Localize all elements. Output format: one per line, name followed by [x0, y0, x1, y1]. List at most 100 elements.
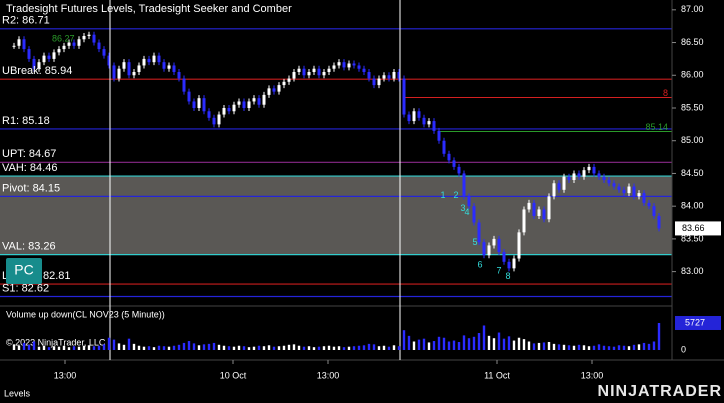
candle-body	[607, 179, 611, 184]
volume-bar	[527, 341, 531, 350]
candle-body	[27, 49, 31, 59]
volume-bar	[522, 339, 526, 350]
pc-button-bg[interactable]	[6, 258, 42, 284]
candle-body	[197, 98, 201, 108]
pc-button-label[interactable]: PC	[14, 262, 33, 278]
x-tick-label: 10 Oct	[220, 370, 247, 380]
volume-bar	[647, 343, 651, 350]
volume-bar	[277, 346, 281, 350]
volume-bar	[377, 346, 381, 350]
volume-bar	[287, 344, 291, 350]
candle-body	[337, 62, 341, 66]
volume-bar	[292, 344, 296, 350]
volume-bar	[282, 345, 286, 350]
candle-body	[587, 166, 591, 171]
volume-bar	[187, 341, 191, 350]
side-line-label: 85.14	[645, 122, 668, 132]
volume-bar	[507, 336, 511, 350]
candle-body	[352, 63, 356, 66]
candle-body	[22, 39, 26, 50]
volume-bar	[467, 338, 471, 350]
volume-bar	[117, 343, 121, 350]
candle-body	[647, 202, 651, 207]
volume-bar	[412, 341, 416, 350]
volume-bar	[622, 345, 626, 350]
volume-bar	[167, 346, 171, 350]
volume-bar	[322, 346, 326, 350]
volume-bar	[337, 346, 341, 350]
volume-bar	[122, 344, 126, 350]
pc-button[interactable]: PC	[6, 258, 42, 284]
volume-bar	[127, 338, 131, 350]
candle-body	[142, 58, 146, 66]
candle-body	[387, 75, 391, 79]
candle-body	[612, 183, 616, 187]
candle-body	[82, 35, 86, 40]
volume-bar	[217, 344, 221, 350]
candle-body	[572, 173, 576, 180]
volume-bar	[417, 339, 421, 350]
volume-bar	[87, 345, 91, 350]
candle-body	[632, 186, 636, 197]
candle-body	[502, 251, 506, 262]
volume-bar	[487, 335, 491, 350]
volume-bar	[562, 344, 566, 350]
volume-bar	[107, 337, 111, 350]
volume-bar	[547, 341, 551, 350]
candle-body	[222, 107, 226, 115]
counter-label: 4	[464, 207, 469, 217]
volume-bar	[642, 342, 646, 350]
volume-bar	[532, 343, 536, 350]
candle-body	[202, 98, 206, 112]
counter-label: 3	[460, 203, 465, 213]
candle-body	[302, 68, 306, 76]
y-tick-label: 85.50	[681, 102, 704, 112]
candle-body	[652, 206, 656, 216]
candle-body	[547, 196, 551, 220]
volume-bar	[627, 346, 631, 350]
candle-body	[272, 88, 276, 92]
last-volume-box	[675, 315, 721, 330]
volume-tick-label: 0	[681, 344, 686, 354]
volume-bar	[497, 332, 501, 350]
volume-bar	[387, 346, 391, 350]
candle-body	[427, 121, 431, 125]
volume-bar	[232, 346, 236, 350]
annotation: 86.27	[52, 34, 75, 44]
volume-bar	[252, 346, 256, 350]
volume-bar	[147, 346, 151, 350]
candle-body	[277, 85, 281, 92]
y-tick-label: 87.00	[681, 4, 704, 14]
candle-body	[477, 222, 481, 243]
volume-bar	[342, 347, 346, 350]
last-price-label: 83.66	[682, 223, 705, 233]
candle-body	[347, 63, 351, 68]
candle-body	[642, 193, 646, 203]
volume-bar	[302, 346, 306, 350]
volume-bar	[397, 346, 401, 350]
volume-bar	[177, 344, 181, 350]
candle-body	[167, 65, 171, 69]
volume-bar	[517, 337, 521, 350]
candle-body	[77, 39, 81, 46]
candle-body	[432, 121, 436, 131]
candle-body	[492, 238, 496, 246]
candle-body	[257, 98, 261, 105]
candle-body	[287, 78, 291, 82]
volume-bar	[162, 346, 166, 350]
level-label: R2: 86.71	[2, 15, 50, 27]
candle-body	[232, 104, 236, 112]
candle-body	[372, 78, 376, 86]
volume-bar	[212, 342, 216, 350]
last-volume-label: 5727	[685, 317, 705, 327]
volume-bar	[92, 346, 96, 350]
volume-bar	[357, 345, 361, 350]
candle-body	[207, 111, 211, 118]
volume-bar	[77, 346, 81, 350]
level-label: UBreak: 85.94	[2, 65, 72, 77]
footer-tab: Levels	[4, 388, 31, 398]
volume-bar	[652, 341, 656, 350]
candle-body	[577, 173, 581, 177]
candle-body	[542, 209, 546, 220]
